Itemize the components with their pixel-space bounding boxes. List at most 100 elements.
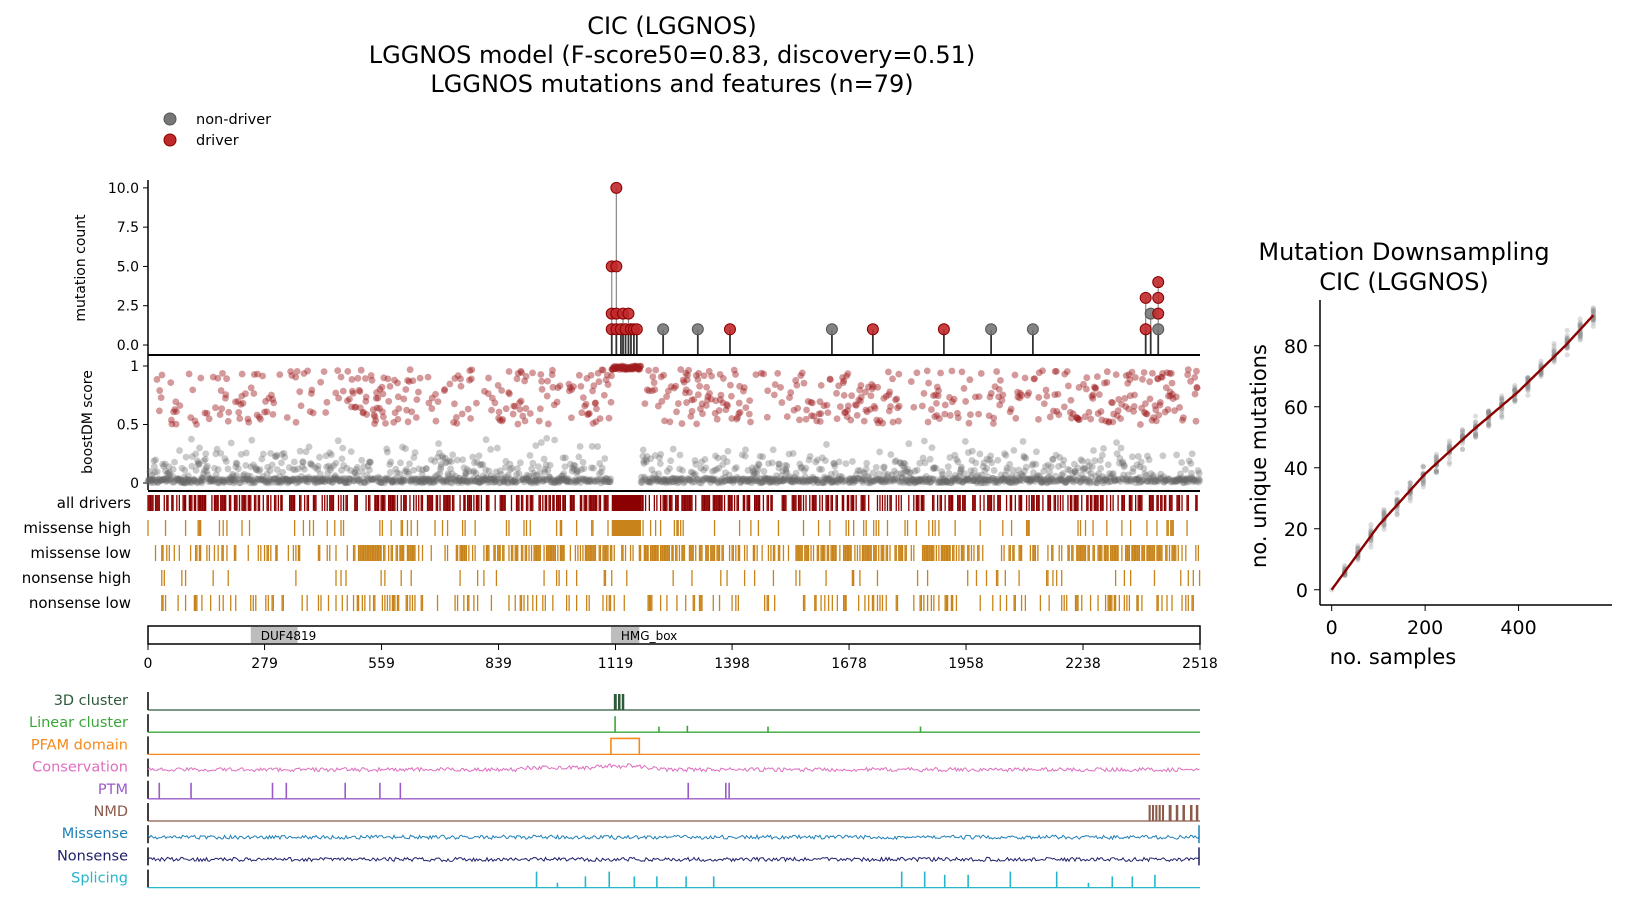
boostdm-point-non-driver <box>851 477 859 485</box>
boostdm-point-non-driver <box>1104 478 1112 486</box>
boostdm-point-non-driver <box>1081 465 1089 472</box>
boostdm-point-non-driver <box>923 478 931 485</box>
downsampling-point <box>1486 408 1492 415</box>
boostdm-point-non-driver <box>389 477 396 485</box>
boostdm-point-non-driver <box>949 477 957 484</box>
boostdm-point-non-driver <box>1086 462 1093 470</box>
boostdm-point-driver <box>1046 413 1054 421</box>
boostdm-point-driver <box>335 394 343 402</box>
boostdm-point-non-driver <box>1117 444 1125 452</box>
boostdm-point-driver <box>1094 410 1102 417</box>
boostdm-point-non-driver <box>1012 479 1019 486</box>
boostdm-point-non-driver <box>531 477 539 484</box>
feature-track-label: PFAM domain <box>31 737 128 753</box>
boostdm-point-non-driver <box>590 464 597 472</box>
boostdm-point-non-driver <box>425 476 433 484</box>
boostdm-point-non-driver <box>963 475 971 483</box>
boostdm-point-driver <box>394 415 402 423</box>
downsampling-point <box>1525 374 1531 380</box>
boostdm-point-driver <box>666 418 674 426</box>
boostdm-point-non-driver <box>305 473 313 481</box>
boostdm-point-non-driver <box>474 474 482 482</box>
boostdm-point-non-driver <box>872 476 880 484</box>
boostdm-point-non-driver <box>294 475 302 483</box>
boostdm-point-non-driver <box>1188 450 1196 458</box>
boostdm-point-non-driver <box>555 479 563 486</box>
boostdm-point-non-driver <box>1020 452 1028 460</box>
boostdm-point-non-driver <box>1034 475 1042 483</box>
boostdm-point-driver <box>1066 408 1074 416</box>
boostdm-point-non-driver <box>509 477 517 485</box>
boostdm-point-non-driver <box>570 466 578 473</box>
boostdm-point-non-driver <box>413 475 421 483</box>
boostdm-point-non-driver <box>905 440 913 448</box>
boostdm-point-driver <box>711 409 719 417</box>
boostdm-point-non-driver <box>765 475 773 483</box>
boostdm-point-driver <box>382 419 389 427</box>
boostdm-point-non-driver <box>1180 479 1188 487</box>
boostdm-point-non-driver <box>177 478 185 486</box>
boostdm-point-non-driver <box>308 461 316 469</box>
boostdm-point-driver <box>1166 388 1174 396</box>
boostdm-point-non-driver <box>531 477 539 485</box>
boostdm-point-non-driver <box>591 477 599 485</box>
boostdm-point-non-driver <box>367 458 374 466</box>
boostdm-point-non-driver <box>606 478 614 485</box>
boostdm-point-non-driver <box>729 479 737 486</box>
boostdm-point-non-driver <box>851 475 859 483</box>
boostdm-point-non-driver <box>686 477 694 485</box>
boostdm-point-non-driver <box>455 479 462 487</box>
boostdm-point-driver <box>197 374 205 382</box>
boostdm-point-driver <box>996 401 1004 409</box>
boostdm-point-non-driver <box>679 467 686 474</box>
boostdm-point-driver <box>1118 400 1126 408</box>
boostdm-point-non-driver <box>1007 475 1015 482</box>
downsampling-point <box>1564 335 1570 341</box>
boostdm-point-non-driver <box>981 476 989 484</box>
downsampling-point <box>1446 461 1453 467</box>
boostdm-point-driver <box>717 396 724 404</box>
boostdm-point-driver <box>1128 368 1136 376</box>
boostdm-point-driver <box>1108 398 1115 406</box>
boostdm-point-non-driver <box>469 453 477 461</box>
boostdm-point-non-driver <box>312 464 319 472</box>
boostdm-point-non-driver <box>401 476 408 484</box>
boostdm-point-non-driver <box>270 475 277 483</box>
boostdm-point-non-driver <box>483 473 490 481</box>
boostdm-point-non-driver <box>1182 476 1190 484</box>
consequence-row-label: all drivers <box>57 494 131 512</box>
boostdm-point-non-driver <box>1120 463 1128 471</box>
boostdm-point-driver <box>583 375 591 382</box>
boostdm-point-non-driver <box>1040 467 1048 475</box>
boostdm-point-non-driver <box>790 475 797 482</box>
downsampling-point <box>1420 478 1426 485</box>
boostdm-point-non-driver <box>398 477 406 485</box>
boostdm-point-driver <box>205 415 213 423</box>
boostdm-point-driver <box>1162 384 1170 392</box>
boostdm-point-non-driver <box>579 458 587 466</box>
boostdm-point-non-driver <box>488 475 496 483</box>
boostdm-point-non-driver <box>656 454 663 462</box>
boostdm-point-non-driver <box>1019 477 1027 485</box>
boostdm-point-driver <box>920 390 928 397</box>
boostdm-point-driver <box>623 363 630 371</box>
boostdm-point-non-driver <box>954 458 962 466</box>
boostdm-point-non-driver <box>1141 470 1149 478</box>
boostdm-point-non-driver <box>974 475 982 483</box>
boostdm-point-non-driver <box>710 476 717 483</box>
boostdm-point-non-driver <box>781 475 789 482</box>
boostdm-point-non-driver <box>1049 455 1057 463</box>
boostdm-point-non-driver <box>200 470 208 477</box>
boostdm-point-non-driver <box>593 476 601 483</box>
boostdm-point-non-driver <box>890 477 897 485</box>
boostdm-point-non-driver <box>922 472 930 480</box>
boostdm-point-non-driver <box>1132 475 1140 483</box>
boostdm-point-non-driver <box>738 475 746 483</box>
boostdm-point-driver <box>549 383 557 391</box>
lollipop-point-driver <box>610 181 623 194</box>
boostdm-point-driver <box>633 362 640 370</box>
boostdm-point-non-driver <box>898 473 906 481</box>
boostdm-point-driver <box>954 409 961 417</box>
boostdm-point-non-driver <box>512 478 520 486</box>
boostdm-point-driver <box>826 375 834 383</box>
